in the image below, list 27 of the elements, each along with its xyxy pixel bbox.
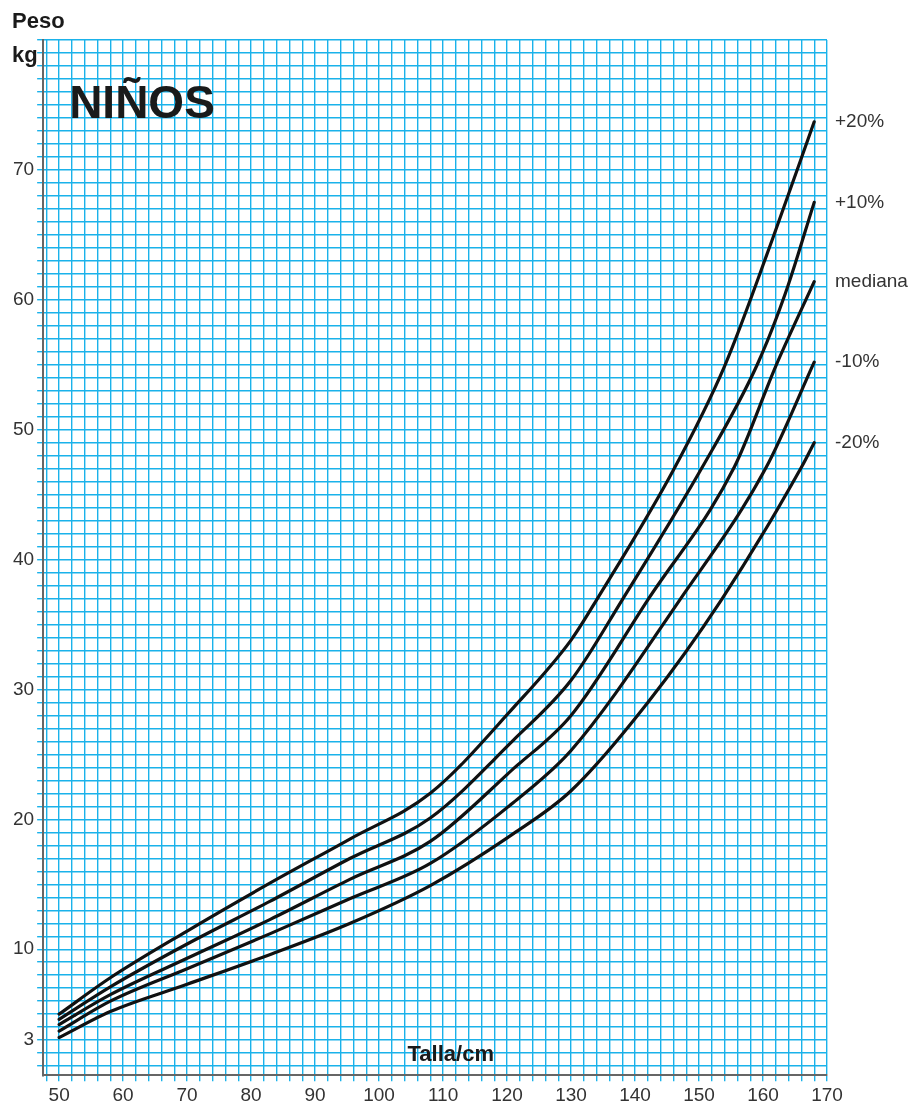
y-axis-title: Peso kg: [12, 8, 65, 67]
x-tick-label: 90: [304, 1083, 326, 1105]
series-label: -20%: [835, 430, 880, 452]
series-label: +10%: [835, 190, 885, 212]
x-tick-label: 170: [811, 1083, 843, 1105]
y-tick-label: 70: [12, 158, 35, 180]
x-tick-label: 150: [683, 1083, 715, 1105]
y-tick-label: 60: [12, 288, 35, 310]
series-label: +20%: [835, 110, 885, 132]
x-tick-label: 140: [619, 1083, 651, 1105]
y-tick-label: 3: [23, 1028, 35, 1050]
x-tick-label: 70: [176, 1083, 198, 1105]
y-tick-label: 30: [12, 677, 35, 699]
x-tick-label: 60: [112, 1083, 134, 1105]
series-label: mediana: [835, 269, 909, 291]
x-tick-label: 110: [427, 1083, 459, 1105]
x-tick-label: 160: [747, 1083, 779, 1105]
x-tick-label: 120: [491, 1083, 523, 1105]
y-tick-label: 50: [12, 417, 35, 439]
y-tick-label: 20: [12, 807, 35, 829]
x-tick-label: 50: [48, 1083, 70, 1105]
y-tick-label: 10: [12, 937, 35, 959]
x-tick-label: 100: [363, 1083, 395, 1105]
series-label: -10%: [835, 350, 880, 372]
x-tick-label: 80: [240, 1083, 262, 1105]
y-tick-label: 40: [12, 547, 35, 569]
x-tick-label: 130: [555, 1083, 587, 1105]
